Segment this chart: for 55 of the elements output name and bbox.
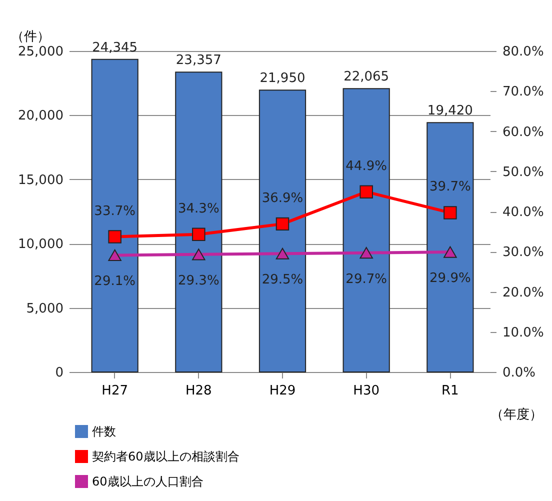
legend-label: 契約者60歳以上の相談割合 bbox=[92, 450, 240, 464]
y-tick-label: 25,000 bbox=[18, 44, 64, 60]
bar bbox=[342, 88, 390, 372]
data-label: 36.9% bbox=[262, 190, 304, 206]
y2-tick-label: 0.0% bbox=[502, 366, 536, 380]
point bbox=[276, 248, 290, 260]
data-label: 29.1% bbox=[94, 274, 136, 290]
y-tick-label: 15,000 bbox=[18, 172, 64, 188]
data-label: 29.3% bbox=[178, 273, 220, 288]
y2-tick-label: 10.0% bbox=[502, 325, 544, 340]
data-label: 33.7% bbox=[94, 204, 136, 219]
point bbox=[192, 248, 206, 260]
point bbox=[360, 247, 373, 259]
y2-tick-label: 50.0% bbox=[502, 164, 544, 180]
point bbox=[276, 217, 290, 231]
legend-label: 60歳以上の人口割合 bbox=[92, 474, 204, 488]
point bbox=[444, 206, 457, 220]
y-tick-label: 20,000 bbox=[18, 108, 64, 124]
legend-label: 件数 bbox=[92, 424, 116, 438]
point bbox=[360, 185, 373, 198]
bar bbox=[258, 90, 306, 372]
y2-tick-label: 70.0% bbox=[502, 84, 544, 100]
y2-tick-label: 30.0% bbox=[502, 245, 544, 260]
x-axis-title: （年度） bbox=[490, 406, 542, 422]
y2-tick-label: 60.0% bbox=[502, 124, 544, 140]
data-label: 29.5% bbox=[262, 272, 304, 288]
y2-tick-label: 20.0% bbox=[502, 285, 544, 300]
data-label: 29.9% bbox=[430, 271, 471, 286]
data-label: 29.7% bbox=[346, 272, 387, 287]
data-label: 19,420 bbox=[427, 104, 473, 119]
data-label: 21,950 bbox=[260, 71, 306, 86]
bar bbox=[175, 72, 222, 372]
data-label: 44.9% bbox=[346, 158, 387, 174]
x-tick-label: H30 bbox=[353, 384, 380, 398]
point bbox=[108, 230, 122, 244]
data-label: 22,065 bbox=[344, 70, 390, 85]
y2-tick-label: 40.0% bbox=[502, 205, 544, 220]
x-tick-label: R1 bbox=[442, 384, 459, 398]
y-axis-title: （件） bbox=[11, 30, 50, 44]
data-label: 39.7% bbox=[430, 180, 471, 195]
data-label: 23,357 bbox=[176, 53, 222, 68]
y-tick-label: 10,000 bbox=[18, 237, 64, 252]
y-tick-label: 0 bbox=[55, 366, 64, 380]
point bbox=[192, 228, 206, 241]
y2-tick-label: 80.0% bbox=[502, 44, 544, 60]
x-tick-label: H29 bbox=[269, 384, 296, 398]
bar bbox=[91, 58, 138, 372]
x-tick-label: H27 bbox=[102, 384, 128, 398]
point bbox=[108, 249, 122, 262]
bar bbox=[426, 122, 474, 372]
y-tick-label: 5,000 bbox=[26, 301, 64, 316]
x-tick-label: H28 bbox=[186, 384, 212, 398]
point bbox=[444, 246, 457, 258]
data-label: 24,345 bbox=[92, 40, 138, 56]
data-label: 34.3% bbox=[178, 201, 220, 216]
